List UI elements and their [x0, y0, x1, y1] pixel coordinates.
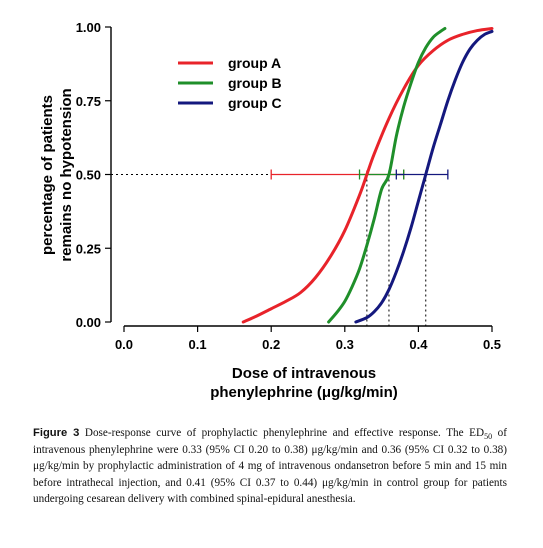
- y-tick-label: 0.25: [76, 241, 101, 256]
- caption-text: Dose-response curve of prophylactic phen…: [84, 427, 485, 439]
- x-tick-label: 0.5: [483, 337, 501, 352]
- axes: 0.0 0.1 0.2 0.3 0.4 0.5 0.00 0.25 0.50 0.75 1.00: [76, 20, 501, 352]
- legend: group A group B group C: [178, 55, 282, 111]
- figure-label: Figure 3: [33, 427, 80, 439]
- axis-titles: Dose of intravenous phenylephrine (μg/kg/…: [39, 88, 398, 401]
- legend-label-group-a: group A: [228, 55, 281, 71]
- x-tick-label: 0.0: [115, 337, 133, 352]
- dose-response-chart: 0.0 0.1 0.2 0.3 0.4 0.5 0.00 0.25 0.50 0.75 1.00 g…: [39, 20, 501, 401]
- y-tick-label: 0.50: [76, 168, 101, 183]
- caption-text-continued: of intravenous phenylephrine were 0.33 (…: [33, 427, 508, 506]
- x-axis-title: Dose of intravenous: [232, 365, 376, 382]
- x-axis-title: phenylephrine (μg/kg/min): [210, 384, 398, 401]
- caption-subscript: 50: [484, 432, 493, 442]
- figure-caption: Figure 3 Dose-response curve of prophyla…: [33, 425, 507, 508]
- y-tick-label: 0.75: [76, 94, 101, 109]
- y-tick-label: 1.00: [76, 20, 101, 35]
- series-line-group-b: [327, 26, 447, 324]
- series-line-group-c: [354, 29, 494, 324]
- y-axis-title: percentage of patients: [39, 95, 56, 255]
- x-tick-label: 0.3: [336, 337, 354, 352]
- y-axis-title: remains no hypotension: [58, 88, 75, 261]
- confidence-interval-bars: [270, 169, 449, 180]
- legend-label-group-c: group C: [228, 95, 282, 111]
- dose-response-curves: [241, 26, 494, 324]
- legend-label-group-b: group B: [228, 75, 282, 91]
- x-tick-label: 0.2: [262, 337, 280, 352]
- y-tick-label: 0.00: [76, 315, 101, 330]
- x-tick-label: 0.4: [409, 337, 428, 352]
- x-tick-label: 0.1: [189, 337, 207, 352]
- series-line-group-a: [241, 26, 494, 324]
